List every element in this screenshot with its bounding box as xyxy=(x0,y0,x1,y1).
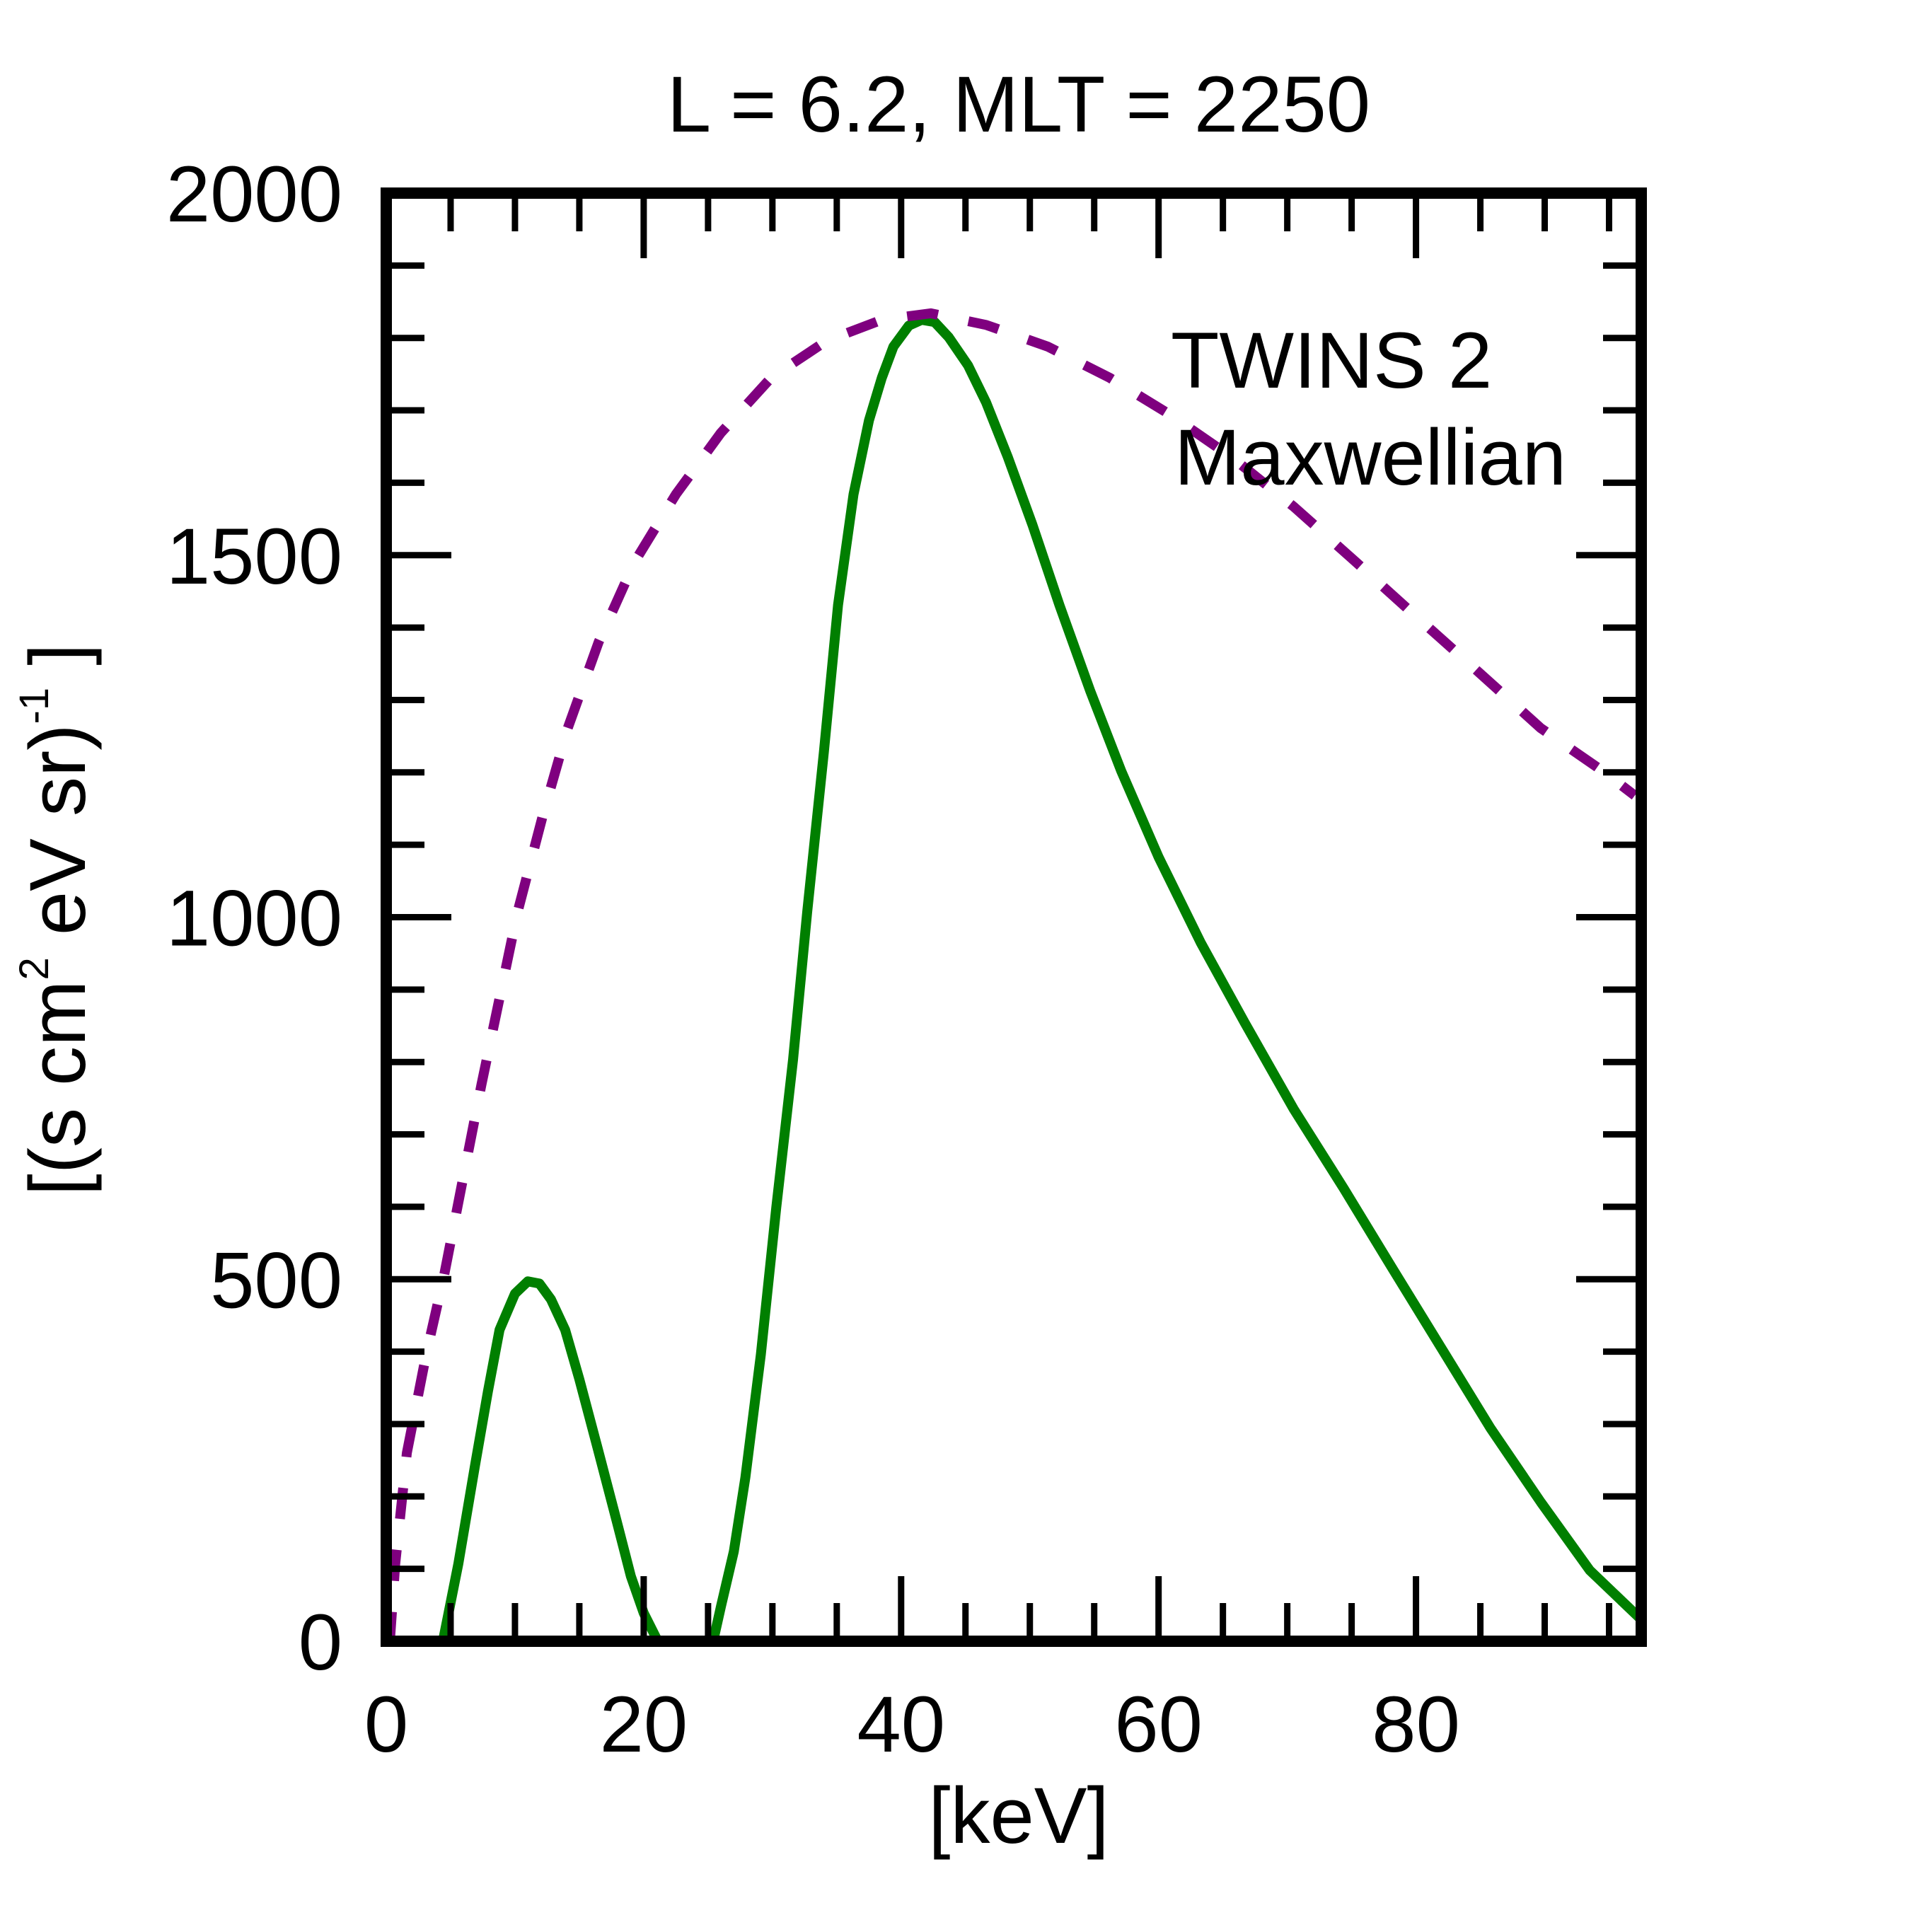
legend-item-maxwellian: Maxwellian xyxy=(1174,413,1566,502)
y-axis-label: [(s cm2 eV sr)-1 ] xyxy=(11,644,102,1196)
chart-title: L = 6.2, MLT = 2250 xyxy=(667,60,1370,149)
tick-labels-layer: 0 20 40 60 80 0 500 1000 1500 2000 xyxy=(166,150,1460,1769)
legend: TWINS 2 Maxwellian xyxy=(1171,316,1566,502)
plot-border xyxy=(381,187,1647,1647)
y-label-sup1: 2 xyxy=(11,957,57,980)
series-line-maxwellian xyxy=(386,308,1638,1641)
y-tick-label: 2000 xyxy=(166,150,342,238)
ticks-layer xyxy=(383,190,1641,1645)
x-axis-label: [keV] xyxy=(928,1771,1109,1860)
x-tick-label: 20 xyxy=(600,1680,688,1769)
curves-layer xyxy=(386,308,1641,1641)
x-tick-label: 60 xyxy=(1114,1680,1203,1769)
series-line-twins-2-high-energy-branch xyxy=(708,315,1641,1641)
y-label-middle: eV sr) xyxy=(13,724,102,957)
y-tick-label: 0 xyxy=(299,1598,342,1687)
legend-item-twins2: TWINS 2 xyxy=(1171,316,1492,405)
y-tick-label: 500 xyxy=(210,1236,342,1324)
x-tick-label: 80 xyxy=(1372,1680,1460,1769)
y-label-prefix: [(s cm xyxy=(13,981,102,1196)
x-tick-label: 40 xyxy=(857,1680,946,1769)
plot-frame xyxy=(381,187,1647,1647)
svg-text:[(s cm2 eV sr)-1 ]: [(s cm2 eV sr)-1 ] xyxy=(11,644,102,1196)
y-tick-label: 1500 xyxy=(166,512,342,601)
series-line-twins-2 xyxy=(438,1276,663,1641)
y-label-sup2: -1 xyxy=(11,688,57,724)
y-label-suffix: ] xyxy=(13,644,102,688)
x-tick-label: 0 xyxy=(364,1680,408,1769)
y-tick-label: 1000 xyxy=(166,874,342,963)
